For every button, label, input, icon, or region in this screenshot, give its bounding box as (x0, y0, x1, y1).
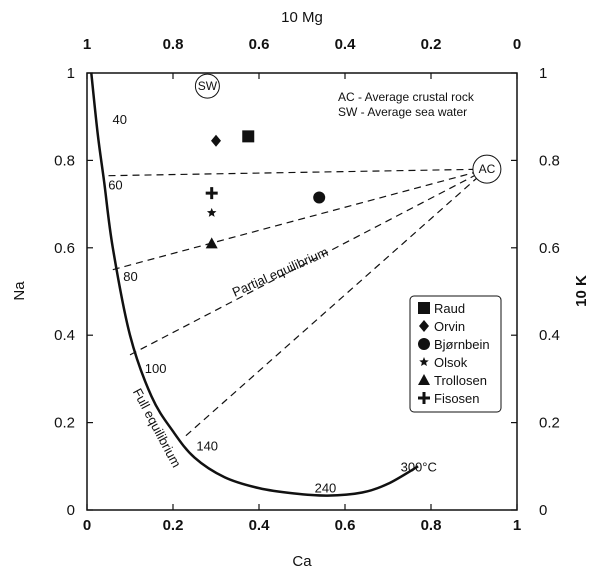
right-tick-label: 1 (539, 65, 547, 82)
legend-marker (419, 357, 429, 367)
plot-frame (86, 72, 518, 511)
ac-circle (472, 154, 502, 184)
data-point-bjørnbein (313, 191, 326, 204)
x-tick-label: 0 (83, 517, 91, 534)
ac-marker-label: AC (479, 162, 496, 176)
top-tick-label: 0.4 (335, 36, 357, 53)
right-tick-label: 0 (539, 502, 547, 519)
x-tick-label: 1 (513, 517, 521, 534)
partial-equilibrium-lines (108, 168, 488, 437)
ac-marker: AC (472, 154, 502, 184)
y-tick-label: 0.8 (54, 152, 75, 169)
y-tick-label: 1 (67, 65, 75, 82)
y-axis-label: Na (11, 281, 28, 301)
data-point-raud (242, 130, 255, 143)
ac-note: AC - Average crustal rock (338, 90, 475, 104)
data-point-orvin (211, 134, 221, 147)
top-tick-label: 0 (513, 36, 521, 53)
data-point-fisosen (205, 187, 218, 200)
legend-label: Raud (434, 301, 465, 316)
legend-marker (418, 302, 430, 314)
right-tick-label: 0.8 (539, 152, 560, 169)
legend: Raud Orvin Bjørnbein Olsok Trollosen Fisosen (409, 295, 502, 413)
legend-label: Bjørnbein (434, 337, 490, 352)
full-equilibrium-label: Full equilibrium (130, 386, 184, 470)
full-equilibrium-curve (90, 72, 419, 497)
temperature-label: 100 (145, 361, 167, 376)
temperature-label: 300°C (401, 459, 437, 474)
tick-labels: 010 00.20.80.2 0.20.40.60.4 0.40.60.40.6 0.6… (54, 36, 560, 534)
top-tick-label: 0.6 (249, 36, 270, 53)
temperature-label: 240 (315, 480, 337, 495)
data-point-olsok (206, 207, 217, 217)
right-tick-label: 0.4 (539, 327, 560, 344)
data-points (205, 130, 326, 249)
y-tick-label: 0.2 (54, 415, 75, 432)
top-tick-label: 1 (83, 36, 91, 53)
legend-marker (419, 320, 429, 332)
right-axis-label: 10 K (573, 275, 590, 307)
legend-label: Fisosen (434, 391, 480, 406)
top-tick-label: 0.2 (421, 36, 442, 53)
top-tick-label: 0.8 (163, 36, 184, 53)
partial-equilibrium-line (108, 168, 487, 177)
legend-label: Orvin (434, 319, 465, 334)
y-tick-label: 0.6 (54, 240, 75, 257)
legend-marker (418, 374, 430, 385)
sw-marker: SW (194, 73, 220, 99)
legend-box (409, 295, 502, 413)
x-tick-label: 0.4 (249, 517, 271, 534)
right-tick-label: 0.6 (539, 240, 560, 257)
x-tick-label: 0.2 (163, 517, 184, 534)
legend-label: Olsok (434, 355, 468, 370)
legend-marker (418, 338, 430, 350)
x-tick-label: 0.6 (335, 517, 356, 534)
sw-marker-label: SW (198, 79, 218, 93)
temperature-label: 140 (196, 438, 218, 453)
axis-ticks (86, 72, 518, 511)
legend-label: Trollosen (434, 373, 487, 388)
partial-equilibrium-line (112, 168, 488, 271)
data-point-trollosen (205, 237, 218, 249)
temperature-label: 80 (123, 269, 137, 284)
sw-note: SW - Average sea water (338, 105, 467, 119)
legend-items: Raud Orvin Bjørnbein Olsok Trollosen Fisosen (418, 301, 490, 406)
sw-circle (194, 73, 220, 99)
x-axis-label: Ca (292, 553, 312, 570)
y-tick-label: 0 (67, 502, 75, 519)
temperature-label: 60 (108, 177, 122, 192)
temperature-labels: 40 60 80 100 140 240 300°C (108, 112, 437, 495)
partial-equilibrium-label: Partial equilibrium (230, 244, 330, 300)
y-tick-label: 0.4 (54, 327, 75, 344)
legend-marker (418, 392, 430, 404)
x-tick-label: 0.8 (421, 517, 442, 534)
top-axis-label: 10 Mg (281, 9, 323, 26)
right-tick-label: 0.2 (539, 415, 560, 432)
temperature-label: 40 (113, 112, 127, 127)
